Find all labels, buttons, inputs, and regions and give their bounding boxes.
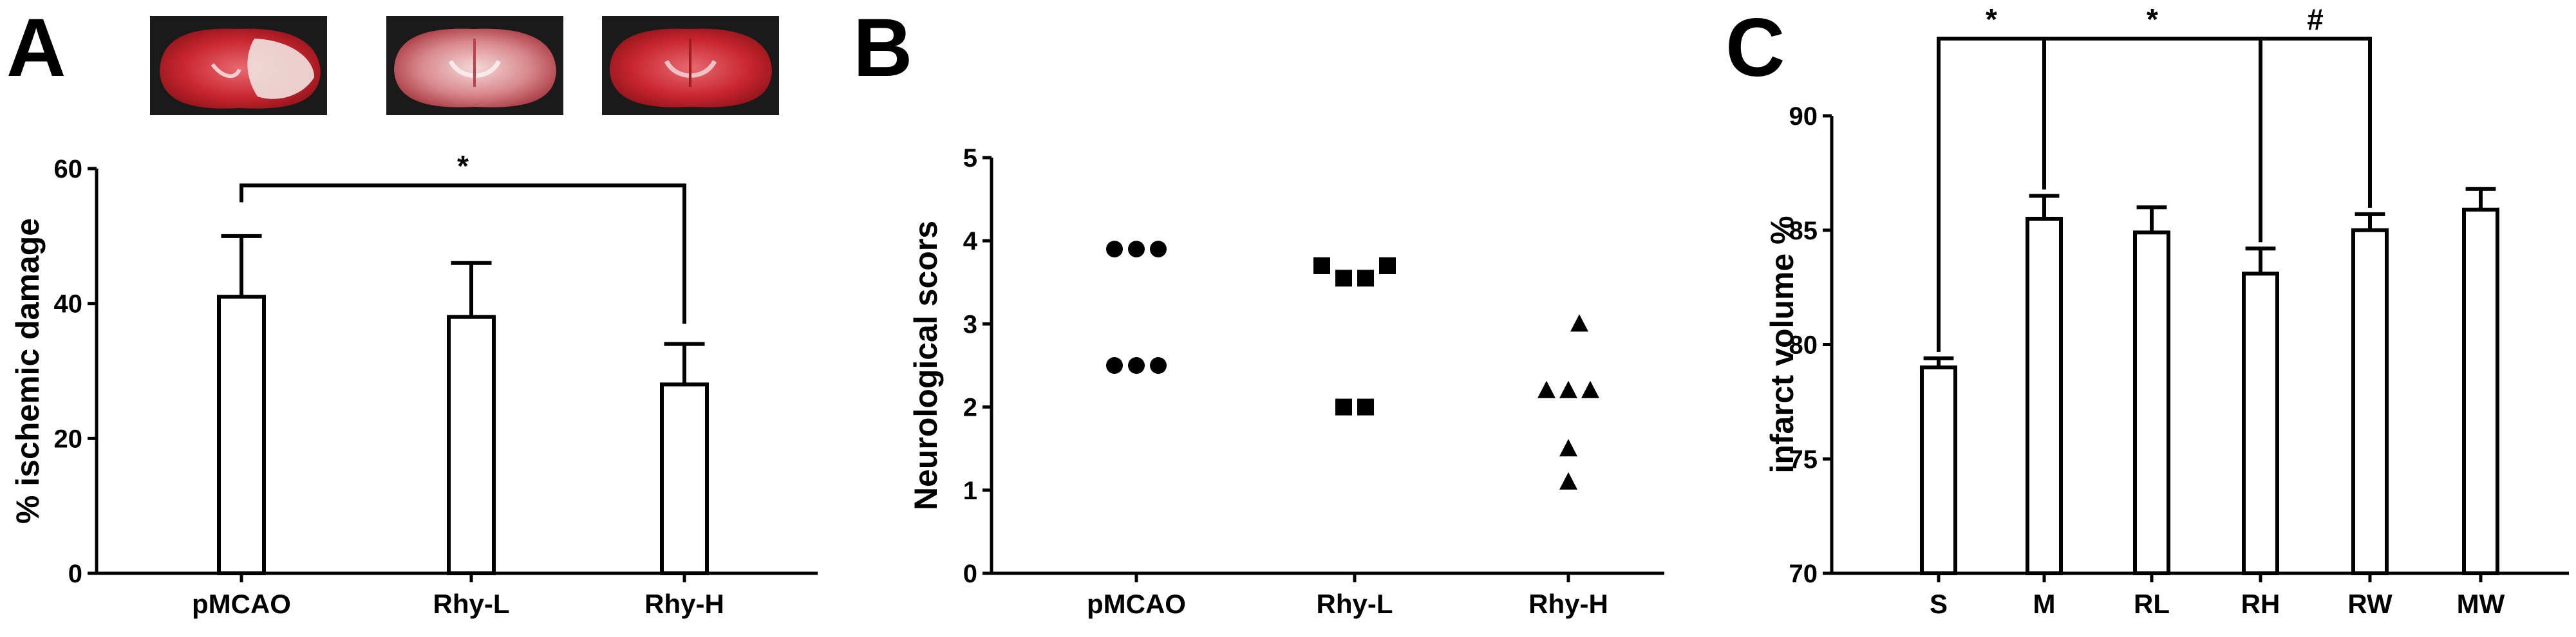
data-point-triangle — [1559, 439, 1577, 457]
x-tick-label: Rhy-H — [1528, 589, 1608, 619]
significance-label: * — [457, 149, 469, 183]
chart-a: 0 20 40 60 % ischemic damage pMCAO Rhy-L Rhy-H * — [10, 149, 818, 619]
bar — [2026, 216, 2063, 576]
data-point-square — [1379, 257, 1396, 274]
panel-letter-c: C — [1725, 2, 1785, 94]
x-tick-label: RW — [2347, 589, 2393, 619]
bar — [447, 315, 496, 575]
x-tick-label: pMCAO — [1087, 589, 1186, 619]
data-point-square — [1357, 398, 1374, 416]
x-tick-label: pMCAO — [192, 589, 291, 619]
y-tick-label: 75 — [1789, 445, 1818, 474]
brain-slice-image-pmcao — [150, 16, 327, 115]
y-tick-label: 5 — [963, 144, 977, 172]
y-tick-label: 0 — [963, 560, 977, 588]
y-axis-title: infarct volume % — [1764, 216, 1800, 473]
data-point-triangle — [1581, 380, 1599, 398]
x-tick-label: M — [2033, 589, 2056, 619]
data-point-circle — [1106, 241, 1123, 258]
y-axis-title: Neurological scors — [908, 221, 944, 510]
y-tick-label: 3 — [963, 310, 977, 338]
y-tick-label: 0 — [68, 560, 82, 588]
data-point-square — [1357, 270, 1374, 287]
y-tick-label: 40 — [54, 290, 83, 318]
data-point-square — [1313, 257, 1330, 274]
significance-label: # — [2307, 3, 2324, 36]
data-point-circle — [1128, 357, 1145, 374]
y-tick-label: 70 — [1789, 560, 1818, 588]
x-tick-label: RH — [2241, 589, 2280, 619]
significance-label: * — [2147, 3, 2158, 36]
bar — [2242, 272, 2279, 575]
bar — [1920, 365, 1957, 575]
panel-letter-a: A — [6, 2, 66, 94]
brain-slice-image-rhy-h — [602, 16, 779, 115]
x-tick-label: Rhy-H — [644, 589, 724, 619]
data-point-circle — [1128, 241, 1145, 258]
y-tick-label: 4 — [963, 227, 978, 255]
y-tick-label: 85 — [1789, 217, 1818, 245]
y-tick-label: 90 — [1789, 102, 1818, 131]
y-axis-title: % ischemic damage — [10, 218, 46, 524]
data-point-triangle — [1570, 314, 1588, 332]
bar — [2351, 228, 2389, 575]
y-tick-label: 20 — [54, 425, 83, 453]
bar — [217, 295, 266, 575]
y-tick-label: 60 — [54, 155, 83, 183]
data-point-circle — [1106, 357, 1123, 374]
x-tick-label: MW — [2457, 589, 2505, 619]
x-tick-label: RL — [2134, 589, 2170, 619]
significance-bracket — [2259, 37, 2372, 243]
panel-letter-b: B — [853, 2, 912, 94]
y-tick-label: 1 — [963, 477, 977, 505]
data-point-circle — [1150, 241, 1167, 258]
bar — [2462, 207, 2499, 575]
significance-bracket — [240, 183, 686, 324]
bar — [2133, 230, 2170, 575]
data-point-triangle — [1537, 380, 1556, 398]
x-tick-label: Rhy-L — [1317, 589, 1393, 619]
chart-b: 0 1 2 3 4 5 Neurological scors pMCAO Rhy-L Rhy-H — [908, 144, 1664, 619]
x-tick-label: Rhy-L — [433, 589, 510, 619]
bar — [660, 382, 709, 575]
data-point-square — [1335, 398, 1352, 416]
significance-label: * — [1986, 3, 1997, 36]
data-point-triangle — [1559, 380, 1577, 398]
data-point-circle — [1150, 357, 1167, 374]
data-point-square — [1335, 270, 1352, 287]
y-tick-label: 80 — [1789, 331, 1818, 360]
x-tick-label: S — [1930, 589, 1948, 619]
brain-slice-image-rhy-l — [386, 16, 563, 115]
data-point-triangle — [1559, 472, 1577, 490]
y-tick-label: 2 — [963, 394, 977, 422]
chart-c: 70 75 80 85 90 infarct volume % S M RL RH RW MW * * # — [1764, 3, 2569, 619]
